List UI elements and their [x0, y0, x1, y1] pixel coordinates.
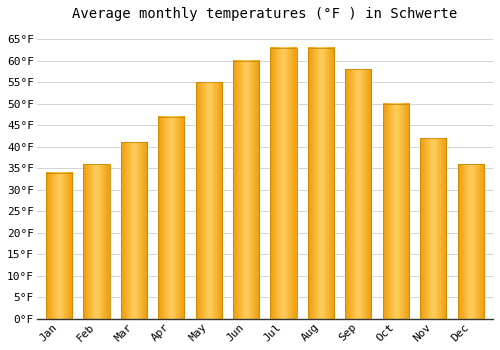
Bar	[270, 48, 296, 319]
Bar	[420, 138, 446, 319]
Bar	[382, 104, 409, 319]
Bar	[196, 82, 222, 319]
Bar	[158, 117, 184, 319]
Title: Average monthly temperatures (°F ) in Schwerte: Average monthly temperatures (°F ) in Sc…	[72, 7, 458, 21]
Bar	[46, 173, 72, 319]
Bar	[346, 69, 372, 319]
Bar	[458, 164, 483, 319]
Bar	[84, 164, 110, 319]
Bar	[308, 48, 334, 319]
Bar	[121, 142, 147, 319]
Bar	[233, 61, 260, 319]
